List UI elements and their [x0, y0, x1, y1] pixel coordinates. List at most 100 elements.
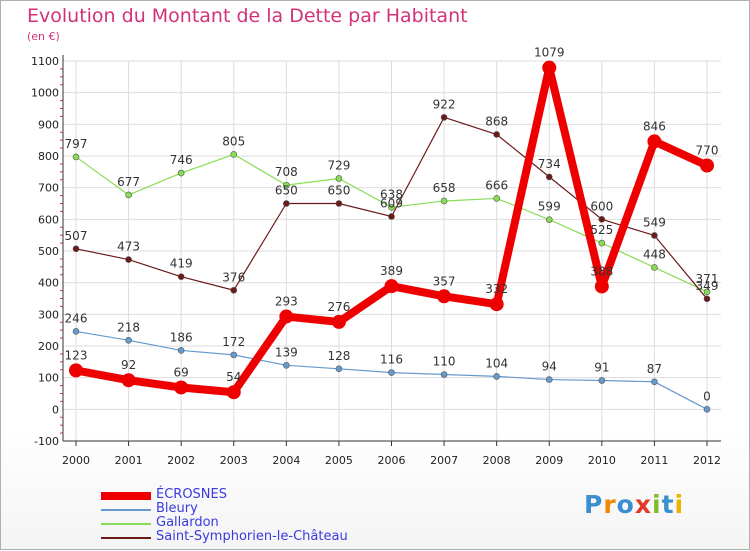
data-label: 376: [222, 270, 245, 284]
data-label: 419: [170, 257, 193, 271]
data-point: [283, 200, 290, 207]
data-point: [594, 279, 609, 294]
data-label: 388: [590, 264, 613, 278]
data-point: [388, 213, 395, 220]
logo-letter: o: [616, 490, 635, 519]
legend-item: Saint-Symphorien-le-Château: [101, 529, 401, 544]
data-label: 186: [170, 330, 193, 344]
data-point: [72, 328, 80, 335]
y-tick-label: 0: [52, 403, 59, 416]
data-label: 922: [433, 97, 456, 111]
data-point: [230, 151, 238, 158]
data-label: 677: [117, 175, 140, 189]
y-tick-label: 200: [38, 340, 59, 353]
data-point: [388, 369, 395, 376]
logo-letter: r: [603, 490, 617, 519]
data-point: [598, 239, 606, 247]
x-tick-label: 2012: [693, 454, 721, 467]
data-label: 746: [170, 153, 193, 167]
data-point: [335, 175, 343, 182]
data-label: 110: [433, 355, 456, 369]
data-point: [545, 173, 553, 181]
data-label: 139: [275, 345, 298, 359]
data-point: [331, 314, 346, 329]
legend-label: Saint-Symphorien-le-Château: [156, 529, 348, 544]
data-label: 1079: [534, 46, 565, 60]
data-label: 54: [226, 370, 241, 384]
logo-letter: i: [674, 490, 685, 519]
data-point: [489, 297, 504, 312]
data-label: 658: [433, 181, 456, 195]
x-tick-label: 2002: [167, 454, 195, 467]
data-point: [388, 204, 395, 211]
x-tick-label: 2006: [378, 454, 406, 467]
x-tick-label: 2008: [483, 454, 511, 467]
data-label: 473: [117, 240, 140, 254]
data-point: [72, 245, 80, 253]
data-label: 276: [327, 300, 350, 314]
data-label: 599: [538, 200, 561, 214]
y-tick-label: 800: [38, 150, 59, 163]
data-label: 92: [121, 358, 136, 372]
data-label: 600: [590, 199, 613, 213]
data-label: 69: [174, 365, 189, 379]
x-tick-label: 2009: [535, 454, 563, 467]
data-point: [700, 158, 714, 173]
data-label: 389: [380, 264, 403, 278]
data-label: 246: [65, 311, 88, 325]
data-label: 448: [643, 247, 666, 261]
data-label: 846: [643, 119, 666, 133]
data-label: 734: [538, 157, 561, 171]
x-tick-label: 2001: [115, 454, 143, 467]
legend-swatch: [101, 509, 151, 511]
data-point: [545, 216, 553, 223]
data-point: [493, 195, 500, 202]
data-point: [177, 347, 185, 354]
data-point: [226, 385, 241, 400]
chart-title: Evolution du Montant de la Dette par Hab…: [27, 5, 468, 27]
data-point: [598, 377, 606, 384]
data-point: [125, 191, 132, 199]
data-label: 94: [542, 360, 557, 374]
data-label: 357: [433, 274, 456, 288]
x-tick-label: 2010: [588, 454, 616, 467]
y-tick-label: 1000: [31, 87, 59, 100]
legend-swatch: [101, 523, 151, 525]
data-point: [69, 363, 83, 378]
logo-letter: t: [661, 490, 675, 519]
data-label: 371: [696, 272, 719, 286]
data-label: 116: [380, 353, 403, 367]
data-point: [545, 376, 553, 383]
logo-letter: i: [652, 490, 662, 519]
data-point: [125, 256, 132, 263]
y-tick-label: 1100: [31, 55, 59, 68]
x-tick-label: 2003: [220, 454, 248, 467]
y-tick-label: 600: [38, 213, 59, 226]
unit-label: (en €): [27, 30, 60, 43]
y-tick-label: 700: [38, 182, 59, 195]
legend-item: Bleury: [101, 501, 401, 516]
data-point: [493, 373, 500, 380]
data-point: [437, 289, 452, 304]
data-label: 349: [696, 279, 719, 293]
data-label: 104: [485, 356, 508, 370]
data-label: 332: [485, 282, 508, 296]
data-point: [335, 365, 343, 373]
data-point: [703, 288, 711, 296]
legend-swatch: [101, 537, 151, 539]
data-label: 805: [222, 134, 245, 148]
data-label: 650: [327, 184, 350, 198]
data-point: [651, 378, 658, 386]
x-tick-label: 2007: [430, 454, 458, 467]
data-point: [440, 371, 448, 378]
data-label: 609: [380, 196, 403, 210]
data-label: 666: [485, 178, 508, 192]
logo-letter: x: [634, 490, 652, 519]
data-point: [125, 336, 132, 344]
data-point: [72, 153, 80, 161]
data-point: [230, 286, 238, 294]
data-point: [647, 134, 662, 149]
y-tick-label: 100: [38, 372, 59, 385]
